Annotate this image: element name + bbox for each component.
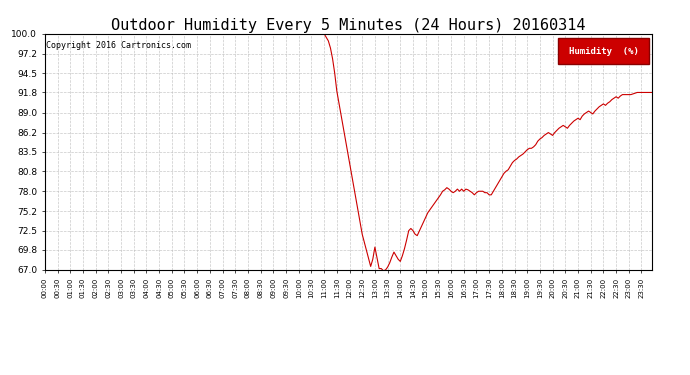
- Text: Humidity  (%): Humidity (%): [569, 47, 638, 56]
- Text: Copyright 2016 Cartronics.com: Copyright 2016 Cartronics.com: [46, 41, 191, 50]
- Title: Outdoor Humidity Every 5 Minutes (24 Hours) 20160314: Outdoor Humidity Every 5 Minutes (24 Hou…: [111, 18, 586, 33]
- Bar: [558, 39, 649, 64]
